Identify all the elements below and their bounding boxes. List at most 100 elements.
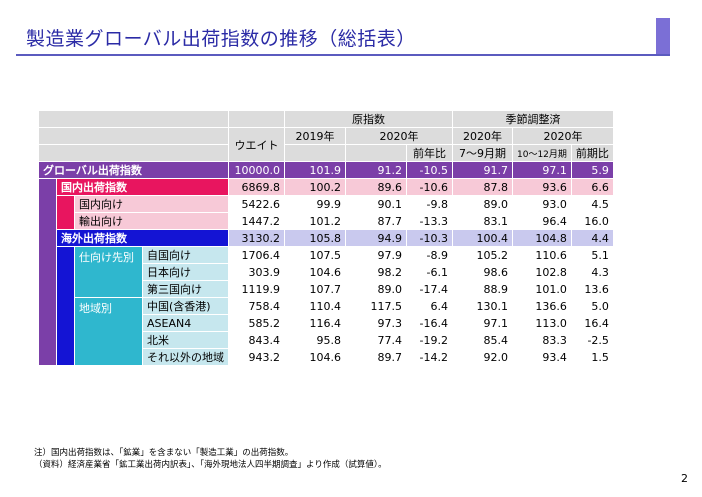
cell: 104.8 — [512, 229, 572, 247]
footnote-1: 注）国内出荷指数は、「鉱業」を含まない「製造工業」の出荷指数。 — [34, 448, 294, 458]
table-row: グローバル出荷指数 10000.0 101.9 91.2 -10.5 91.7 … — [38, 161, 614, 179]
cell: 101.2 — [284, 212, 346, 230]
cell: 96.4 — [512, 212, 572, 230]
year-2019-header: 2019年 — [284, 127, 346, 145]
cell-weight: 5422.6 — [228, 195, 285, 213]
row-label: 国内向け — [74, 195, 229, 213]
row-label: 自国向け — [142, 246, 229, 264]
cell: 136.6 — [512, 297, 572, 315]
cell: -10.5 — [406, 161, 453, 179]
cell: 93.4 — [512, 348, 572, 366]
footnotes: 注）国内出荷指数は、「鉱業」を含まない「製造工業」の出荷指数。 （資料）経済産業… — [34, 447, 387, 471]
year-2020-seasonal-header-2: 2020年 — [512, 127, 614, 145]
row-label: 海外出荷指数 — [56, 229, 229, 247]
cell: 90.1 — [345, 195, 407, 213]
cell: -9.8 — [406, 195, 453, 213]
row-label: ASEAN4 — [142, 314, 229, 332]
title-bar: 製造業グローバル出荷指数の推移（総括表） — [16, 18, 670, 56]
cell: 1.5 — [570, 348, 614, 366]
cell: -16.4 — [406, 314, 453, 332]
cell: 88.9 — [452, 280, 513, 298]
seasonal-header: 季節調整済 — [452, 110, 614, 128]
cell: 77.4 — [345, 331, 407, 349]
cell: 83.3 — [512, 331, 572, 349]
cell: 89.7 — [345, 348, 407, 366]
page-title: 製造業グローバル出荷指数の推移（総括表） — [26, 28, 416, 50]
cell-weight: 758.4 — [228, 297, 285, 315]
cell: 98.2 — [345, 263, 407, 281]
table-row: 海外出荷指数 3130.2 105.8 94.9 -10.3 100.4 104… — [39, 229, 614, 247]
cell-weight: 6869.8 — [228, 178, 285, 196]
year-2020-header: 2020年 — [345, 127, 453, 145]
cell: 101.0 — [512, 280, 572, 298]
cell-weight: 10000.0 — [228, 161, 285, 179]
header-row-1: 原指数 季節調整済 — [38, 110, 614, 128]
cell: 83.1 — [452, 212, 513, 230]
summary-table-wrapper: 原指数 季節調整済 ウエイト 2019年 2020年 2020年 2020年 前… — [38, 110, 614, 366]
cell: 102.8 — [512, 263, 572, 281]
cell: 16.4 — [570, 314, 614, 332]
weight-header-top — [228, 110, 285, 128]
footnote-2: （資料）経済産業省「鉱工業出荷内訳表」、「海外現地法人四半期調査」より作成（試算… — [34, 460, 387, 470]
row-label: グローバル出荷指数 — [38, 161, 229, 179]
cell: 107.5 — [284, 246, 346, 264]
cell: -19.2 — [406, 331, 453, 349]
cell: 104.6 — [284, 348, 346, 366]
cell: 116.4 — [284, 314, 346, 332]
row-label: 中国(含香港) — [142, 297, 229, 315]
cell: 91.7 — [452, 161, 513, 179]
page-number: 2 — [681, 472, 688, 485]
cell: 95.8 — [284, 331, 346, 349]
cell-weight: 1119.9 — [228, 280, 285, 298]
cell: 101.9 — [284, 161, 346, 179]
cell: 5.1 — [570, 246, 614, 264]
cell-weight: 303.9 — [228, 263, 285, 281]
domestic-indent-band — [56, 195, 75, 230]
summary-table: 原指数 季節調整済 ウエイト 2019年 2020年 2020年 2020年 前… — [38, 110, 614, 366]
cell: 6.4 — [406, 297, 453, 315]
cell: -8.9 — [406, 246, 453, 264]
cell: 100.2 — [284, 178, 346, 196]
cell: 99.9 — [284, 195, 346, 213]
cell: 5.0 — [570, 297, 614, 315]
table-row: 地域別 中国(含香港) 758.4 110.4 117.5 6.4 130.1 … — [39, 297, 614, 366]
row-label: 国内出荷指数 — [56, 178, 229, 196]
oct-dec-header: 10～12月期 — [512, 144, 572, 162]
cell: 97.3 — [345, 314, 407, 332]
cell: -17.4 — [406, 280, 453, 298]
cell: 94.9 — [345, 229, 407, 247]
table-row: 輸出向け 1447.2 101.2 87.7 -13.3 83.1 96.4 1… — [39, 212, 614, 230]
cell: 97.1 — [452, 314, 513, 332]
cell: 89.6 — [345, 178, 407, 196]
cell: 97.9 — [345, 246, 407, 264]
group-label-region: 地域別 — [74, 297, 143, 366]
row-label: それ以外の地域 — [142, 348, 229, 366]
group-label-destination: 仕向け先別 — [74, 246, 143, 298]
cell: 87.7 — [345, 212, 407, 230]
cell: -2.5 — [570, 331, 614, 349]
cell: 92.0 — [452, 348, 513, 366]
jul-sep-header: 7～9月期 — [452, 144, 513, 162]
cell: 104.6 — [284, 263, 346, 281]
cell: 93.0 — [512, 195, 572, 213]
table-row: 国内向け 5422.6 99.9 90.1 -9.8 89.0 93.0 4.5 — [39, 195, 614, 230]
cell: 105.8 — [284, 229, 346, 247]
table-row: 仕向け先別 自国向け 1706.4 107.5 97.9 -8.9 105.2 … — [39, 246, 614, 366]
cell: -10.3 — [406, 229, 453, 247]
cell: 110.4 — [284, 297, 346, 315]
cell: -13.3 — [406, 212, 453, 230]
row-label: 輸出向け — [74, 212, 229, 230]
cell-weight: 1706.4 — [228, 246, 285, 264]
cell-weight: 3130.2 — [228, 229, 285, 247]
header-blank — [38, 110, 229, 128]
title-accent — [656, 18, 670, 54]
header-row-3: 前年比 7～9月期 10～12月期 前期比 — [38, 144, 614, 162]
cell: 4.3 — [570, 263, 614, 281]
cell: 87.8 — [452, 178, 513, 196]
row-label: 北米 — [142, 331, 229, 349]
cell: 5.9 — [570, 161, 614, 179]
cell-weight: 943.2 — [228, 348, 285, 366]
global-indent-band — [38, 178, 57, 366]
cell: 4.4 — [570, 229, 614, 247]
cell: 93.6 — [512, 178, 572, 196]
